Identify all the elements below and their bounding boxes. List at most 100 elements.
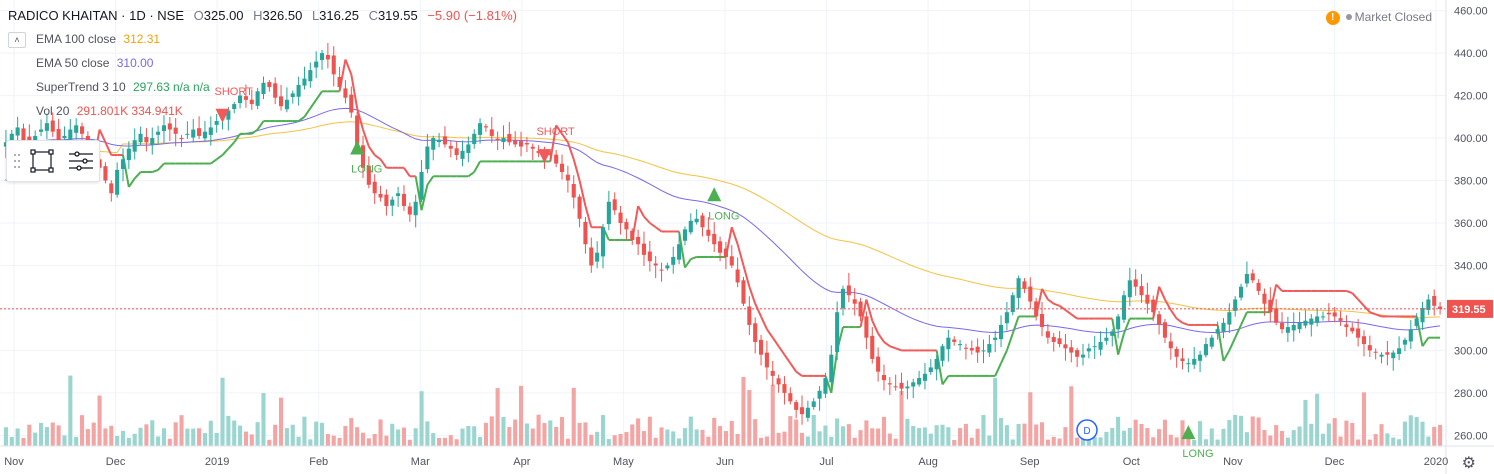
indicator-value: 297.63 n/a n/a: [132, 80, 210, 94]
candle-body: [489, 129, 494, 136]
volume-bar: [583, 422, 588, 446]
volume-bar: [126, 437, 131, 446]
volume-bar: [267, 439, 272, 446]
volume-bar: [15, 428, 20, 446]
chevron-up-icon[interactable]: ˄: [8, 32, 26, 48]
volume-bar: [1045, 439, 1050, 446]
volume-bar: [764, 436, 769, 446]
supertrend-line: [1421, 337, 1430, 347]
candle-body: [1373, 351, 1378, 353]
supertrend-line: [883, 341, 891, 347]
candle-body: [1075, 350, 1080, 357]
candle-body: [21, 128, 26, 141]
candle-body: [636, 236, 641, 245]
candle-body: [138, 133, 143, 143]
supertrend-line: [1158, 286, 1166, 300]
y-tick-label: 300.00: [1454, 345, 1488, 357]
supertrend-line: [1011, 316, 1020, 334]
volume-bar: [1274, 425, 1279, 446]
volume-bar: [1408, 415, 1413, 446]
volume-bar: [360, 432, 366, 446]
candle-body: [308, 70, 313, 82]
volume-bar: [249, 434, 254, 446]
volume-bar: [624, 432, 629, 446]
candle-body: [1104, 337, 1109, 341]
indicator-volume[interactable]: Vol 20 291.801K 334.941K: [36, 104, 183, 118]
indicator-supertrend[interactable]: SuperTrend 3 10 297.63 n/a n/a: [36, 80, 210, 94]
market-status[interactable]: ! Market Closed: [1325, 10, 1432, 25]
volume-bar: [1379, 424, 1384, 446]
volume-bar: [794, 419, 799, 446]
candle-body: [501, 138, 506, 143]
volume-bar: [478, 436, 483, 446]
volume-bar: [56, 425, 61, 446]
volume-bar: [261, 393, 266, 446]
candle-body: [519, 141, 524, 147]
volume-bar: [1414, 417, 1419, 446]
candle-body: [624, 222, 629, 230]
volume-bar: [185, 428, 190, 446]
supertrend-line: [549, 125, 558, 162]
volume-bar: [483, 422, 488, 446]
y-tick-label: 280.00: [1454, 388, 1488, 400]
volume-bar: [723, 431, 728, 446]
volume-bar: [132, 433, 137, 446]
candle-body: [641, 243, 647, 255]
supertrend-line: [871, 320, 880, 334]
volume-bar: [413, 428, 418, 446]
candle-body: [565, 174, 570, 181]
candle-body: [589, 247, 594, 266]
symbol-name[interactable]: RADICO KHAITAN · 1D · NSE: [8, 8, 185, 23]
candle-body: [437, 140, 442, 143]
supertrend-line: [379, 158, 388, 169]
candle-body: [1086, 348, 1091, 352]
volume-bar: [384, 435, 389, 446]
candle-body: [413, 201, 418, 216]
volume-bar: [881, 416, 887, 446]
volume-bar: [671, 431, 676, 446]
volume-bar: [1104, 431, 1109, 446]
volume-bar: [343, 426, 348, 446]
supertrend-line: [795, 370, 803, 377]
candle-body: [706, 229, 711, 236]
volume-bar: [799, 432, 805, 446]
candle-body: [1426, 299, 1431, 310]
candle-body: [513, 140, 518, 145]
candle-body: [314, 61, 319, 68]
supertrend-line: [1176, 317, 1184, 324]
drawing-toolbox[interactable]: [6, 140, 100, 182]
indicator-ema50[interactable]: EMA 50 close 310.00: [36, 56, 153, 70]
warning-icon[interactable]: !: [1325, 10, 1340, 25]
supertrend-line: [730, 226, 739, 245]
candle-body: [419, 172, 424, 200]
supertrend-line: [298, 116, 306, 122]
indicator-ema100[interactable]: ˄ EMA 100 close 312.31: [8, 32, 160, 48]
supertrend-line: [859, 299, 868, 328]
volume-bar: [232, 420, 237, 446]
candle-body: [618, 212, 623, 223]
volume-bar: [1432, 426, 1437, 446]
candle-body: [68, 129, 73, 140]
candle-body: [284, 99, 289, 110]
supertrend-line: [368, 145, 376, 156]
volume-bar: [489, 416, 494, 446]
supertrend-line: [426, 175, 435, 186]
candle-body: [583, 221, 588, 245]
volume-bar: [372, 434, 377, 446]
supertrend-line: [572, 159, 581, 181]
volume-bar: [355, 427, 360, 446]
supertrend-line: [690, 256, 697, 261]
volume-bar: [940, 424, 945, 446]
gear-icon[interactable]: ⚙: [1461, 455, 1476, 472]
candle-body: [1414, 318, 1419, 326]
candle-body: [1262, 293, 1267, 304]
candle-body: [360, 145, 366, 168]
volume-bar: [577, 422, 582, 446]
volume-bar: [331, 435, 336, 446]
candle-body: [922, 373, 927, 381]
candle-body: [1279, 322, 1285, 330]
volume-bar: [144, 424, 149, 446]
volume-bar: [1233, 414, 1238, 446]
candle-body: [1285, 327, 1290, 333]
